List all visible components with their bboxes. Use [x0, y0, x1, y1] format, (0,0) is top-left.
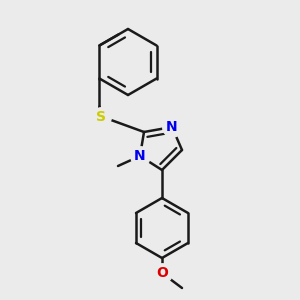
Text: N: N [166, 120, 178, 134]
Text: S: S [96, 110, 106, 124]
Text: O: O [156, 266, 168, 280]
Text: N: N [134, 149, 146, 163]
